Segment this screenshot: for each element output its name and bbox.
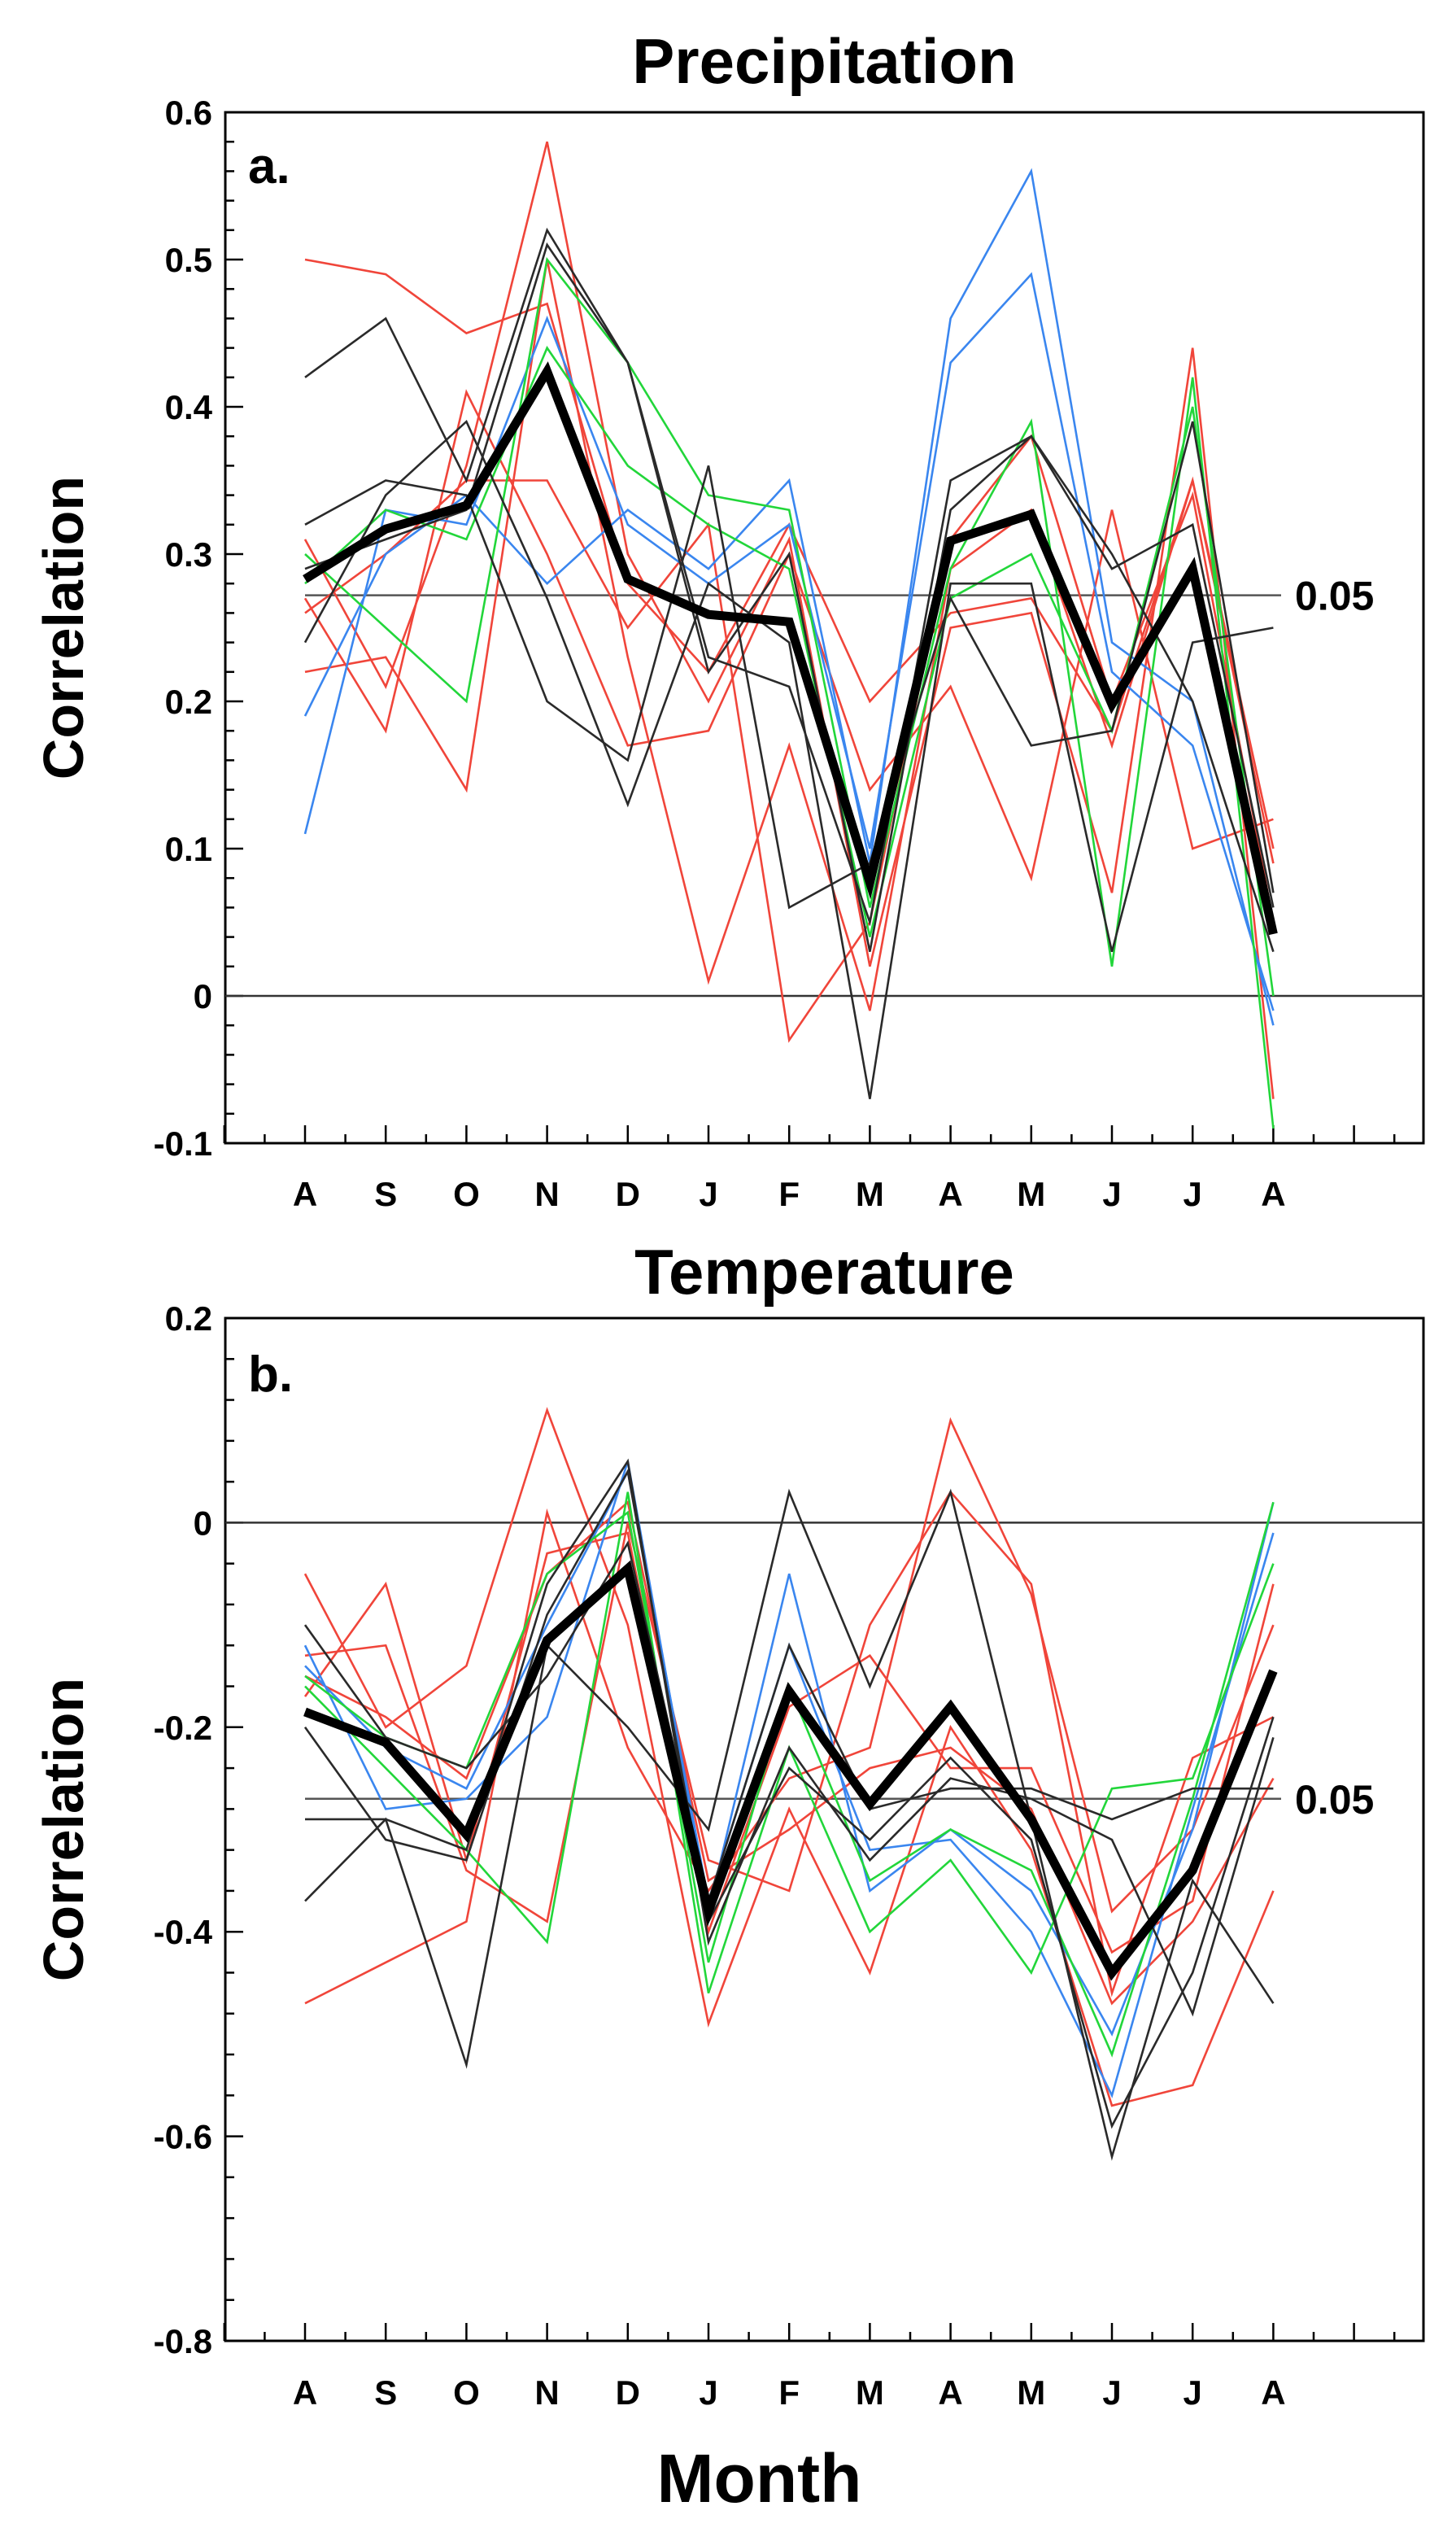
series-line-black-3 xyxy=(303,1540,1274,1906)
x-tick-label: A xyxy=(293,1175,317,1213)
x-tick-label: M xyxy=(856,1175,884,1213)
x-tick-label: J xyxy=(1184,2373,1202,2412)
x-tick-label: S xyxy=(374,2373,397,2412)
series-line-red-1 xyxy=(303,1407,1275,2107)
x-tick-label: J xyxy=(1102,1175,1121,1213)
chart-title: Precipitation xyxy=(632,25,1016,97)
series-line-green-1 xyxy=(304,256,1275,1129)
series-line-red-5 xyxy=(304,1500,1275,2006)
x-tick-label: F xyxy=(778,1175,800,1213)
y-tick-label: -0.6 xyxy=(154,2118,212,2156)
y-tick-label: -0.4 xyxy=(154,1913,213,1951)
significance-label: 0.05 xyxy=(1295,574,1374,619)
y-tick-label: 0.6 xyxy=(165,94,212,132)
x-tick-label: D xyxy=(616,2373,640,2412)
y-tick-label: -0.1 xyxy=(154,1124,212,1163)
y-tick-label: 0.2 xyxy=(165,683,212,721)
series-line-black-1 xyxy=(304,227,1275,927)
y-tick-label: -0.2 xyxy=(154,1709,212,1747)
y-tick-label: 0.2 xyxy=(165,1299,212,1338)
series-line-red-2 xyxy=(303,141,1275,1099)
series-line-black-1 xyxy=(304,1488,1275,2161)
panel-label: b. xyxy=(248,1347,293,1403)
x-tick-label: M xyxy=(856,2373,884,2412)
x-tick-label: M xyxy=(1017,1175,1045,1213)
x-tick-label: N xyxy=(534,2373,559,2412)
significance-label: 0.05 xyxy=(1295,1777,1374,1823)
x-tick-label: J xyxy=(699,1175,717,1213)
x-tick-label: O xyxy=(453,2373,480,2412)
panel-temperature: Temperature -0.8 -0.6 -0.4 -0.2 0 0.2 A S O N D J F M A… xyxy=(32,1236,1425,2517)
x-tick-label: S xyxy=(374,1175,397,1213)
series-group xyxy=(303,141,1275,1129)
x-tick-label: O xyxy=(453,1175,480,1213)
plot-frame xyxy=(224,111,1425,1145)
series-line-green-1 xyxy=(304,1491,1275,1994)
series-line-black-2 xyxy=(304,421,1275,910)
y-tick-label: -0.8 xyxy=(154,2322,212,2360)
y-axis-label: Correlation xyxy=(32,476,95,779)
series-line-black-3 xyxy=(303,419,1274,1099)
series-line-red-3 xyxy=(304,1490,1274,1998)
series-line-blue-1 xyxy=(303,1460,1275,2037)
series-line-red-4 xyxy=(304,259,1275,1011)
series-line-black-4 xyxy=(303,1468,1275,2129)
x-axis-label: Month xyxy=(657,2440,862,2517)
x-tick-label: A xyxy=(938,1175,962,1213)
mean-series-line xyxy=(303,1560,1278,1981)
x-tick-label: A xyxy=(1261,2373,1285,2412)
panel-label: a. xyxy=(248,138,290,194)
y-tick-label: 0.5 xyxy=(165,241,212,279)
x-tick-label: D xyxy=(616,1175,640,1213)
x-tick-label: A xyxy=(938,2373,962,2412)
x-tick-label: J xyxy=(1184,1175,1202,1213)
panel-precipitation: Precipitation -0.1 0 0.1 0.2 0.3 0.4 0.5 0.6 A S O N… xyxy=(32,25,1425,1213)
y-tick-label: 0.1 xyxy=(165,830,212,868)
y-tick-label: 0.4 xyxy=(165,388,213,426)
series-line-black-2 xyxy=(305,1458,1275,2017)
x-tick-label: N xyxy=(534,1175,559,1213)
series-group xyxy=(303,1407,1275,2161)
y-tick-label: 0 xyxy=(194,977,212,1015)
x-tick-label: J xyxy=(699,2373,717,2412)
mean-series-line xyxy=(303,361,1278,936)
series-line-red-2 xyxy=(304,1417,1275,2005)
series-line-blue-2 xyxy=(303,272,1275,1011)
series-line-blue-1 xyxy=(303,168,1275,1026)
y-axis-label: Correlation xyxy=(32,1678,95,1981)
x-tick-label: A xyxy=(293,2373,317,2412)
y-tick-label: 0.3 xyxy=(165,535,212,574)
chart-title: Temperature xyxy=(634,1236,1014,1308)
plot-frame xyxy=(224,1316,1425,2342)
x-tick-label: F xyxy=(778,2373,800,2412)
x-tick-label: A xyxy=(1261,1175,1285,1213)
x-tick-label: M xyxy=(1017,2373,1045,2412)
x-tick-label: J xyxy=(1102,2373,1121,2412)
y-tick-label: 0 xyxy=(194,1504,212,1542)
